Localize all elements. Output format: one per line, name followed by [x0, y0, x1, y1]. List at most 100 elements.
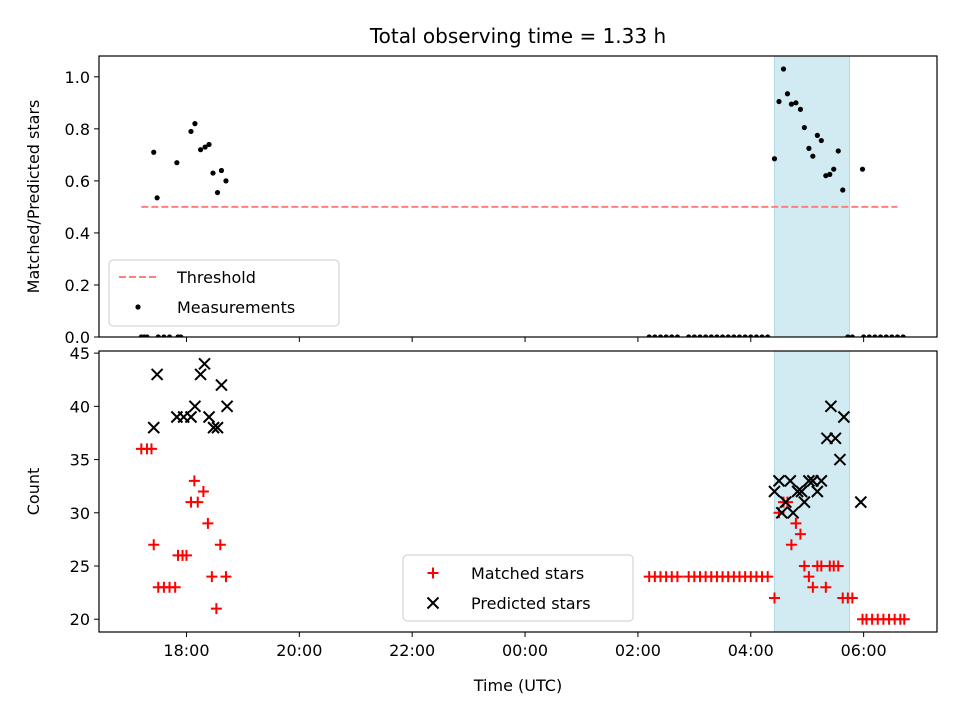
matched-star-marker — [169, 581, 181, 593]
legend-box — [108, 259, 340, 327]
measurement-point — [866, 334, 872, 337]
measurement-point — [823, 173, 829, 179]
measurement-point — [652, 334, 658, 337]
predicted-star-marker — [211, 421, 224, 434]
x-tick-label: 06:00 — [841, 641, 887, 660]
measurement-point — [188, 128, 194, 135]
measurement-point — [151, 149, 157, 155]
predicted-star-marker — [786, 506, 800, 519]
matched-star-marker — [671, 571, 683, 583]
matched-star-marker — [785, 539, 797, 551]
matched-star-marker — [210, 603, 222, 615]
panel-count: 20 25 30 35 40 45 18:00 20:00 22:00 00:00 02:00 04:… — [24, 344, 938, 660]
measurement-point — [788, 101, 795, 107]
matched-star-marker — [898, 613, 910, 625]
measurement-point — [144, 334, 150, 337]
x-tick-label: 22:00 — [389, 641, 435, 660]
matched-star-marker — [807, 581, 819, 593]
measurement-point — [691, 334, 697, 337]
measurement-point — [814, 132, 820, 138]
predicted-star-marker — [150, 368, 164, 381]
predicted-star-marker — [811, 485, 824, 498]
predicted-star-marker — [215, 378, 228, 392]
measurement-point — [218, 167, 225, 174]
matched-star-marker — [846, 592, 858, 604]
x-tick-label: 20:00 — [276, 641, 322, 660]
legend-box — [402, 554, 634, 622]
matched-star-marker — [214, 539, 226, 551]
predicted-star-marker — [791, 485, 804, 498]
matched-star-marker — [820, 581, 832, 593]
measurement-point — [669, 334, 675, 337]
matched-star-marker — [790, 517, 802, 529]
predicted-star-marker — [779, 495, 792, 509]
measurement-point — [206, 141, 212, 148]
measurement-point — [192, 121, 198, 127]
measurement-point — [900, 334, 906, 337]
measurement-point — [889, 334, 895, 337]
legend-label-threshold: Threshold — [176, 268, 256, 287]
matched-star-marker — [803, 571, 815, 583]
legend-predicted-swatch — [426, 596, 440, 610]
y-tick-label: 0.0 — [65, 328, 90, 347]
measurement-point — [223, 178, 229, 184]
predicted-star-marker — [833, 453, 847, 466]
predicted-star-marker — [784, 474, 797, 488]
measurement-point — [877, 334, 884, 337]
predicted-star-marker — [775, 506, 789, 519]
measurement-point — [674, 334, 681, 337]
measurement-point — [845, 334, 851, 337]
matched-star-marker — [188, 475, 200, 487]
panel-ratio: 0.0 0.2 0.4 0.6 0.8 1.0 Matched/Predicted star… — [24, 55, 938, 347]
matched-star-marker — [768, 592, 780, 604]
matched-star-marker — [145, 443, 157, 455]
matched-star-marker — [781, 496, 793, 508]
measurement-point — [849, 334, 855, 337]
measurement-point — [202, 144, 208, 150]
measurement-point — [771, 156, 778, 162]
predicted-star-marker — [798, 495, 811, 509]
y-tick-label: 45 — [70, 344, 90, 363]
predicted-star-marker — [815, 474, 828, 488]
legend-matched-swatch — [427, 567, 439, 579]
measurement-point — [166, 334, 173, 337]
measurement-point — [793, 100, 799, 106]
measurement-point — [780, 66, 787, 72]
chart-title: Total observing time = 1.33 h — [369, 24, 666, 48]
y-tick-label: 30 — [70, 504, 90, 523]
measurement-point — [801, 124, 807, 131]
matched-star-marker — [148, 539, 160, 551]
measurement-point — [797, 106, 804, 112]
predicted-star-marker — [824, 400, 838, 413]
measurement-point — [840, 187, 846, 193]
measurement-point — [883, 334, 889, 337]
measurement-point — [686, 334, 692, 337]
predicted-star-marker — [829, 432, 842, 445]
measurement-point — [810, 153, 816, 159]
measurement-point — [719, 334, 726, 337]
measurement-point — [703, 334, 709, 337]
axes-frame — [98, 350, 938, 633]
measurement-point — [731, 334, 737, 337]
x-tick-label: 04:00 — [728, 641, 774, 660]
matched-star-marker — [762, 571, 774, 583]
data-layer — [138, 66, 906, 337]
predicted-star-marker — [220, 400, 234, 413]
y-axis-label: Matched/Predicted stars — [24, 100, 43, 294]
predicted-star-marker — [795, 485, 808, 498]
x-tick-label: 18:00 — [163, 641, 209, 660]
measurement-point — [697, 334, 703, 337]
y-tick-label: 0.4 — [65, 224, 90, 243]
predicted-star-marker — [198, 357, 211, 370]
measurement-point — [736, 334, 743, 337]
measurement-point — [765, 334, 771, 337]
matched-star-marker — [197, 486, 209, 497]
legend-label-predicted: Predicted stars — [471, 594, 591, 613]
measurement-point — [759, 334, 765, 337]
measurement-point — [214, 189, 221, 196]
measurement-point — [894, 334, 901, 337]
y-tick-label: 0.8 — [65, 120, 90, 139]
measurement-point — [806, 145, 812, 151]
measurement-point — [210, 170, 216, 176]
